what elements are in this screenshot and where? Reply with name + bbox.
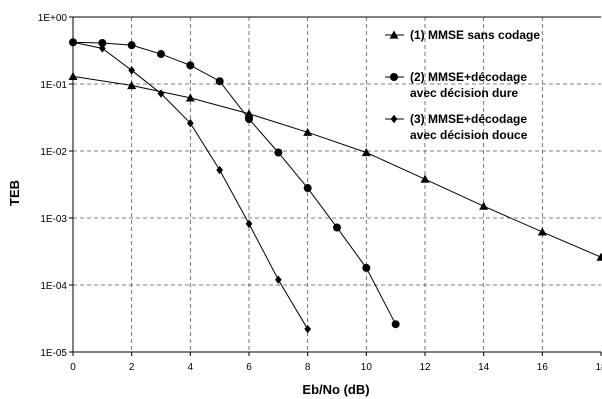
legend: (1) MMSE sans codage (2) MMSE+décodage ave… bbox=[385, 28, 540, 142]
legend-label: avec décision douce bbox=[410, 128, 528, 142]
y-tick-label: 1E+00 bbox=[38, 13, 68, 24]
series-1-point bbox=[479, 201, 489, 210]
y-axis-ticks: 1E-05 1E-04 1E-03 1E-02 1E-01 1E+00 bbox=[38, 13, 73, 359]
series-2-point bbox=[245, 115, 253, 124]
series-1-point bbox=[537, 227, 547, 236]
series-2-point bbox=[98, 38, 107, 47]
series-3-point bbox=[128, 66, 136, 75]
legend-marker bbox=[389, 30, 399, 39]
series-1-point bbox=[420, 174, 430, 183]
y-tick-label: 1E-04 bbox=[40, 281, 67, 292]
x-tick-label: 12 bbox=[419, 362, 431, 373]
legend-label: (1) MMSE sans codage bbox=[410, 28, 540, 42]
y-tick-label: 1E-01 bbox=[40, 80, 67, 91]
series-2-line bbox=[72, 41, 397, 325]
series-2-point bbox=[157, 50, 165, 59]
x-tick-label: 2 bbox=[129, 362, 135, 373]
series-3-point bbox=[245, 219, 253, 228]
series-3-point bbox=[186, 118, 194, 128]
plot-background bbox=[73, 17, 601, 352]
x-tick-label: 8 bbox=[305, 362, 311, 373]
x-tick-label: 16 bbox=[537, 362, 549, 373]
series-1-point bbox=[244, 109, 254, 118]
series-2-point bbox=[362, 263, 371, 272]
series-2-point bbox=[303, 184, 312, 193]
y-tick-label: 1E-03 bbox=[40, 214, 67, 225]
series-3-point bbox=[157, 89, 165, 98]
series-1-point bbox=[361, 147, 371, 157]
series-1-point bbox=[185, 93, 195, 102]
series-3-point bbox=[216, 165, 224, 175]
legend-item-3: (3) MMSE+décodage avec décision douce bbox=[385, 112, 528, 142]
x-tick-label: 10 bbox=[361, 362, 373, 373]
legend-label: (3) MMSE+décodage bbox=[410, 112, 527, 126]
plot-area bbox=[73, 17, 601, 352]
series-2-point bbox=[127, 41, 136, 50]
series-3 bbox=[69, 38, 312, 334]
series-1-point bbox=[127, 80, 137, 90]
series-2-point bbox=[391, 320, 400, 329]
legend-label: avec décision dure bbox=[410, 86, 518, 100]
series-1-point bbox=[303, 127, 313, 136]
x-tick-label: 0 bbox=[70, 362, 76, 373]
x-axis-title: Eb/No (dB) bbox=[302, 382, 369, 397]
legend-label: (2) MMSE+décodage bbox=[410, 70, 527, 84]
series-3-point bbox=[98, 44, 106, 53]
series-3-point bbox=[69, 38, 77, 47]
series-layer bbox=[68, 38, 602, 334]
y-tick-label: 1E-05 bbox=[40, 348, 67, 359]
series-1-point bbox=[68, 71, 78, 80]
x-tick-label: 6 bbox=[246, 362, 252, 373]
series-2-point bbox=[274, 148, 283, 157]
series-1-point bbox=[596, 252, 602, 261]
x-axis-ticks: 0 2 4 6 8 10 12 14 16 18 bbox=[70, 352, 602, 373]
series-3-point bbox=[274, 275, 282, 284]
series-3-point bbox=[304, 324, 312, 334]
series-2-point bbox=[186, 61, 195, 70]
x-tick-label: 4 bbox=[188, 362, 194, 373]
legend-marker bbox=[390, 73, 398, 81]
legend-item-2: (2) MMSE+décodage avec décision dure bbox=[385, 70, 527, 100]
x-tick-label: 14 bbox=[478, 362, 490, 373]
series-2 bbox=[69, 38, 400, 329]
series-2-point bbox=[215, 77, 224, 86]
y-axis-title: TEB bbox=[7, 180, 22, 206]
x-tick-label: 18 bbox=[595, 362, 602, 373]
legend-item-1: (1) MMSE sans codage bbox=[385, 28, 540, 42]
legend-marker bbox=[390, 114, 398, 124]
series-2-point bbox=[333, 223, 341, 232]
y-tick-label: 1E-02 bbox=[40, 147, 67, 158]
